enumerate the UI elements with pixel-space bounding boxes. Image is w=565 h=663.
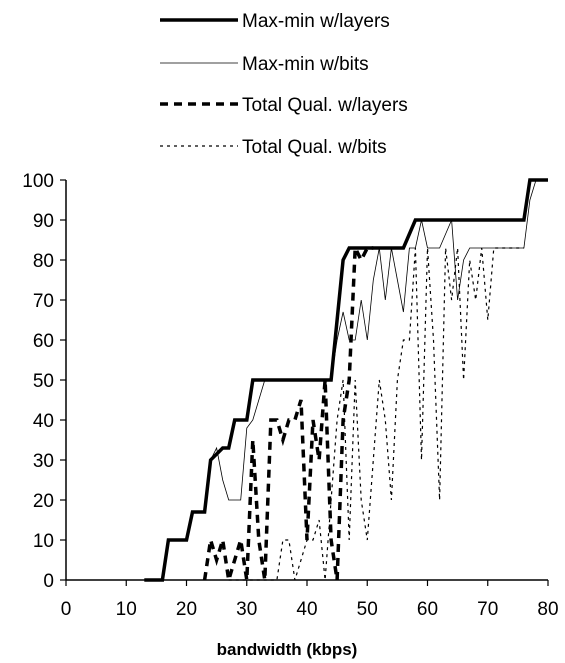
x-tick-label: 30 (236, 599, 257, 620)
legend-label: Total Qual. w/bits (242, 137, 387, 158)
y-tick-label: 20 (33, 491, 54, 512)
x-axis-title: bandwidth (kbps) (217, 640, 358, 659)
legend-label: Max-min w/layers (242, 11, 390, 32)
x-tick-label: 40 (296, 599, 317, 620)
x-tick-label: 70 (477, 599, 498, 620)
legend-item: Total Qual. w/bits (160, 137, 387, 158)
y-tick-label: 10 (33, 531, 54, 552)
y-ticks: 0 10 20 30 40 50 60 70 80 90 100 (22, 171, 66, 592)
x-ticks: 0 10 20 30 40 50 60 70 80 (61, 580, 559, 620)
y-tick-label: 40 (33, 411, 54, 432)
legend: Max-min w/layers Max-min w/bits Total Qual… (160, 11, 408, 158)
y-tick-label: 60 (33, 331, 54, 352)
y-tick-label: 0 (43, 571, 54, 592)
y-tick-label: 30 (33, 451, 54, 472)
series-line-1 (144, 178, 548, 582)
y-tick-label: 70 (33, 291, 54, 312)
y-tick-label: 50 (33, 371, 54, 392)
legend-label: Total Qual. w/layers (242, 95, 408, 116)
series-line-3 (202, 241, 374, 581)
legend-item: Max-min w/layers (160, 11, 390, 32)
y-tick-label: 100 (22, 171, 54, 192)
legend-item: Max-min w/bits (160, 54, 369, 75)
legend-item: Total Qual. w/layers (160, 95, 408, 116)
legend-label: Max-min w/bits (242, 54, 369, 75)
plot-area: 0 10 20 30 40 50 60 70 80 90 100 0 10 20 30 40 50 60 70 80 (22, 171, 558, 620)
x-tick-label: 10 (116, 599, 137, 620)
y-tick-label: 90 (33, 211, 54, 232)
x-tick-label: 20 (176, 599, 197, 620)
x-tick-label: 0 (61, 599, 72, 620)
x-tick-label: 60 (417, 599, 438, 620)
x-tick-label: 80 (537, 599, 558, 620)
x-tick-label: 50 (357, 599, 378, 620)
series-line-2 (162, 179, 548, 581)
y-tick-label: 80 (33, 251, 54, 272)
series-group (144, 178, 548, 582)
series-line-4 (228, 247, 524, 581)
